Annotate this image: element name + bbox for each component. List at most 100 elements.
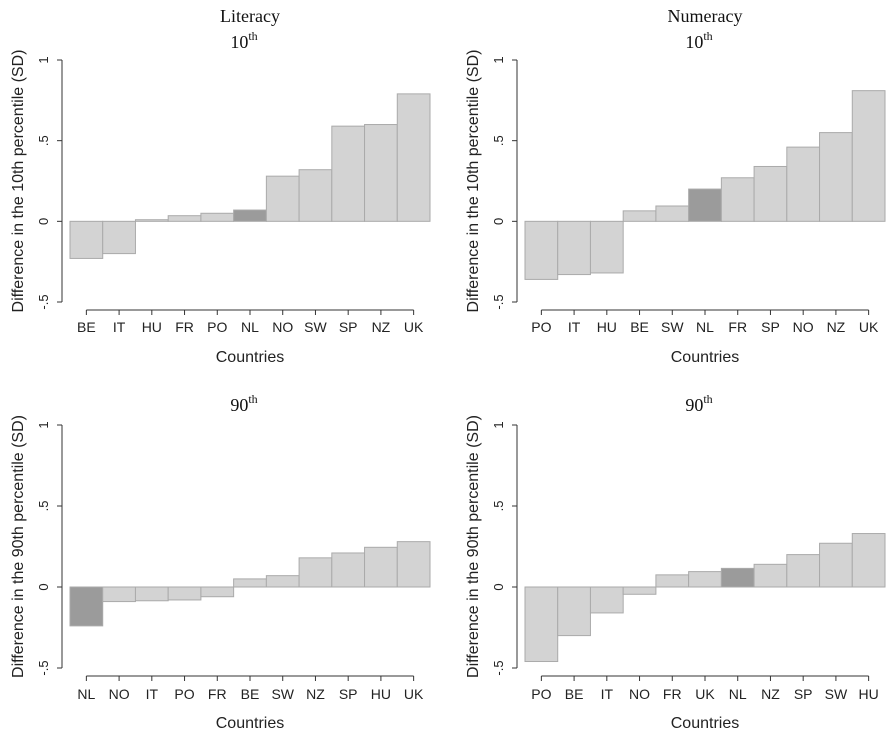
chart-subtitle: 10th [685, 29, 712, 52]
y-tick-label: -.5 [36, 294, 51, 309]
bar-sp [753, 165, 788, 222]
x-axis-label: Countries [216, 349, 284, 366]
y-tick-label: .5 [36, 501, 51, 512]
x-tick-label-nz: NZ [372, 319, 391, 335]
bar-sw [265, 575, 300, 588]
bar-fr [720, 177, 755, 222]
x-tick-label-it: IT [568, 319, 581, 335]
bar-nz [819, 132, 853, 222]
bar-be [233, 578, 267, 588]
x-axis-label: Countries [216, 715, 284, 732]
x-tick-label-nl: NL [77, 686, 95, 702]
x-tick-label-no: NO [793, 319, 814, 335]
bar-uk [396, 93, 431, 222]
x-axis-label: Countries [671, 349, 739, 366]
bar-it [589, 586, 624, 614]
x-tick-label-be: BE [630, 319, 649, 335]
x-tick-label-nl: NL [241, 319, 259, 335]
bar-no [786, 146, 821, 222]
bar-it [102, 220, 136, 255]
bar-sw [655, 205, 690, 222]
bar-nz [753, 563, 788, 588]
y-tick-label: 1 [36, 56, 51, 63]
bar-nl [69, 586, 104, 627]
x-tick-label-uk: UK [695, 686, 715, 702]
bar-sw [819, 542, 853, 588]
y-tick-label: 0 [491, 218, 506, 225]
chart-panel-lit90: 90th -.5 0 .5 1 NL NO IT PO FR BE SW NZ SP HU UK Countri… [10, 392, 431, 732]
bar-uk [688, 571, 722, 588]
x-tick-label-po: PO [531, 319, 551, 335]
x-tick-label-sw: SW [304, 319, 327, 335]
y-tick-label: .5 [491, 135, 506, 146]
bar-nz [364, 124, 398, 222]
bar-no [622, 586, 657, 595]
y-tick-label: 0 [491, 583, 506, 590]
bar-it [557, 220, 591, 276]
bar-uk [396, 541, 431, 588]
bar-no [265, 175, 300, 222]
x-tick-label-fr: FR [728, 319, 747, 335]
x-tick-label-it: IT [601, 686, 614, 702]
x-axis-label: Countries [671, 715, 739, 732]
x-tick-label-nz: NZ [761, 686, 780, 702]
bar-nz [298, 557, 333, 588]
x-tick-label-be: BE [565, 686, 584, 702]
x-tick-label-hu: HU [597, 319, 617, 335]
x-tick-label-fr: FR [208, 686, 227, 702]
x-tick-label-be: BE [241, 686, 260, 702]
bar-po [167, 586, 202, 601]
x-tick-label-fr: FR [663, 686, 682, 702]
chart-panel-lit10: Literacy 10th -.5 0 .5 1 BE IT HU FR PO NL NO SW SP NZ U… [10, 6, 431, 366]
x-tick-label-po: PO [531, 686, 551, 702]
bar-uk [851, 90, 886, 222]
y-tick-label: 1 [491, 56, 506, 63]
bar-hu [589, 220, 624, 274]
y-tick-label: -.5 [491, 294, 506, 309]
bar-be [557, 586, 591, 637]
x-tick-label-sp: SP [339, 686, 358, 702]
x-tick-label-po: PO [174, 686, 194, 702]
bar-hu [364, 546, 398, 588]
x-tick-label-po: PO [207, 319, 227, 335]
chart-title: Literacy [220, 6, 280, 26]
x-tick-label-uk: UK [404, 319, 424, 335]
y-tick-label: 1 [36, 421, 51, 428]
x-tick-label-no: NO [109, 686, 130, 702]
x-tick-label-sp: SP [339, 319, 358, 335]
bar-nl [233, 209, 267, 222]
x-tick-label-it: IT [113, 319, 126, 335]
bar-sw [298, 169, 333, 222]
chart-subtitle: 90th [685, 392, 712, 415]
bar-nl [688, 188, 722, 222]
chart-panel-num10: Numeracy 10th -.5 0 .5 1 PO IT HU BE SW NL FR SP NO NZ U… [465, 6, 886, 366]
y-tick-label: .5 [36, 135, 51, 146]
x-tick-label-uk: UK [859, 319, 879, 335]
x-tick-label-sp: SP [794, 686, 813, 702]
bar-be [69, 220, 104, 259]
chart-subtitle: 10th [230, 29, 257, 52]
x-tick-label-sw: SW [661, 319, 684, 335]
bar-hu [134, 219, 169, 222]
x-tick-label-no: NO [629, 686, 650, 702]
x-tick-label-nl: NL [729, 686, 747, 702]
bar-po [524, 586, 559, 663]
y-tick-label: 1 [491, 421, 506, 428]
y-tick-label: .5 [491, 501, 506, 512]
x-tick-label-hu: HU [142, 319, 162, 335]
y-tick-label: 0 [36, 218, 51, 225]
x-tick-label-hu: HU [371, 686, 391, 702]
y-axis-label: Difference in the 90th percentile (SD) [10, 415, 27, 678]
bar-po [524, 220, 559, 280]
y-axis-label: Difference in the 10th percentile (SD) [10, 50, 27, 313]
bar-fr [167, 215, 202, 222]
y-tick-label: 0 [36, 583, 51, 590]
x-tick-label-sp: SP [761, 319, 780, 335]
x-tick-label-nz: NZ [827, 319, 846, 335]
y-axis-label: Difference in the 10th percentile (SD) [465, 50, 482, 313]
bar-nl [720, 567, 755, 588]
bar-sp [786, 554, 821, 588]
bar-fr [655, 574, 690, 588]
x-tick-label-nl: NL [696, 319, 714, 335]
